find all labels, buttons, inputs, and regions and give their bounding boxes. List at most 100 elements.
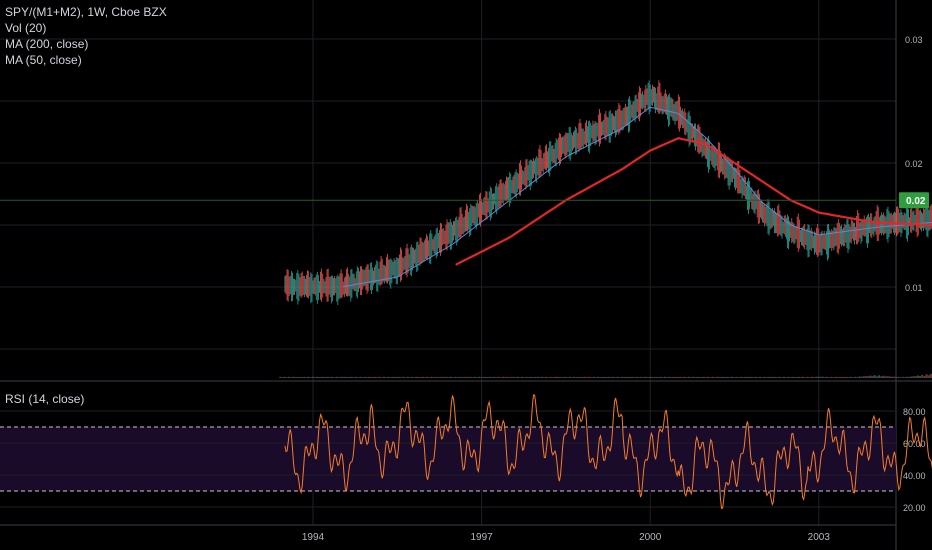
volume-bar [901,376,904,378]
volume-bar [607,376,610,378]
volume-bar [903,377,906,378]
volume-bar [819,376,822,378]
volume-bar [638,377,641,378]
volume-bar [510,376,513,378]
volume-bar [331,376,334,378]
volume-bar [467,377,470,378]
volume-bar [875,376,878,378]
legend-ma200[interactable]: MA (200, close) [5,37,89,51]
volume-bar [316,376,319,378]
volume-bar [328,377,331,378]
volume-bar [677,376,680,378]
volume-bar [519,377,522,378]
volume-bar [506,376,509,378]
legend-volume[interactable]: Vol (20) [5,21,47,35]
volume-bar [311,376,314,378]
volume-bar [283,376,286,378]
volume-bar [655,376,658,378]
volume-bar [584,376,587,378]
volume-bar [912,376,915,378]
volume-bar [555,377,558,378]
volume-bar [813,377,816,378]
volume-bar [426,376,429,378]
legend-title[interactable]: SPY/(M1+M2), 1W, Cboe BZX [5,5,167,19]
volume-bar [350,376,353,378]
time-tick-label: 2003 [808,532,831,543]
volume-bar [761,377,764,378]
legend-ma50[interactable]: MA (50, close) [5,53,82,67]
volume-bar [895,377,898,378]
time-tick-label: 1997 [470,532,493,543]
volume-bar [622,377,625,378]
volume-bar [752,377,755,378]
volume-bar [674,376,677,378]
volume-bar [806,376,809,378]
volume-bar [798,376,801,378]
volume-bar [465,376,468,378]
volume-bar [367,376,370,378]
volume-bar [668,376,671,378]
volume-bar [914,376,917,378]
volume-bar [832,377,835,378]
rsi-legend[interactable]: RSI (14, close) [5,392,85,406]
volume-bar [396,377,399,378]
volume-bar [707,376,710,378]
volume-bar [744,376,747,378]
volume-bar [430,376,433,378]
volume-bar [672,376,675,378]
volume-bar [475,377,478,378]
volume-bar [661,377,664,378]
volume-bar [517,376,520,378]
volume-bar [352,377,355,378]
volume-bar [919,376,922,378]
volume-bar [575,377,578,378]
volume-bar [823,377,826,378]
volume-bar [657,377,660,378]
volume-bar [689,377,692,378]
volume-bar [432,377,435,378]
volume-bar [413,377,416,378]
current-price-badge [899,192,929,209]
chart-legend: SPY/(M1+M2), 1W, Cboe BZX Vol (20) MA (2… [5,4,167,68]
volume-bar [681,377,684,378]
volume-bar [787,376,790,378]
volume-bar [731,376,734,378]
volume-bar [348,377,351,378]
volume-bar [504,377,507,378]
volume-bar [398,376,401,378]
volume-bar [389,377,392,378]
volume-bar [748,377,751,378]
volume-bar [324,377,327,378]
volume-bar [856,377,859,378]
volume-bar [849,376,852,378]
volume-bar [586,377,589,378]
volume-bar [722,376,725,378]
volume-bar [320,376,323,378]
volume-bar [387,376,390,378]
volume-bar [612,376,615,378]
volume-bar [873,375,876,378]
volume-bar [378,376,381,378]
volume-bar [491,377,494,378]
volume-bar [631,376,634,378]
volume-bar [452,377,455,378]
volume-bar [882,375,885,378]
volume-bar [590,377,593,378]
volume-bar [927,375,930,378]
volume-bar [795,377,798,378]
volume-bar [679,376,682,378]
volume-bar [646,377,649,378]
rsi-tick-label: 60.00 [903,439,926,449]
volume-bar [322,376,325,378]
volume-bar [571,377,574,378]
volume-bar [839,376,842,378]
volume-bar [860,376,863,378]
ma200-path [455,137,932,266]
volume-bar [811,376,814,378]
volume-bar [847,377,850,378]
volume-bar [642,377,645,378]
volume-bar [456,377,459,378]
volume-bar [592,376,595,378]
volume-bar [700,376,703,378]
